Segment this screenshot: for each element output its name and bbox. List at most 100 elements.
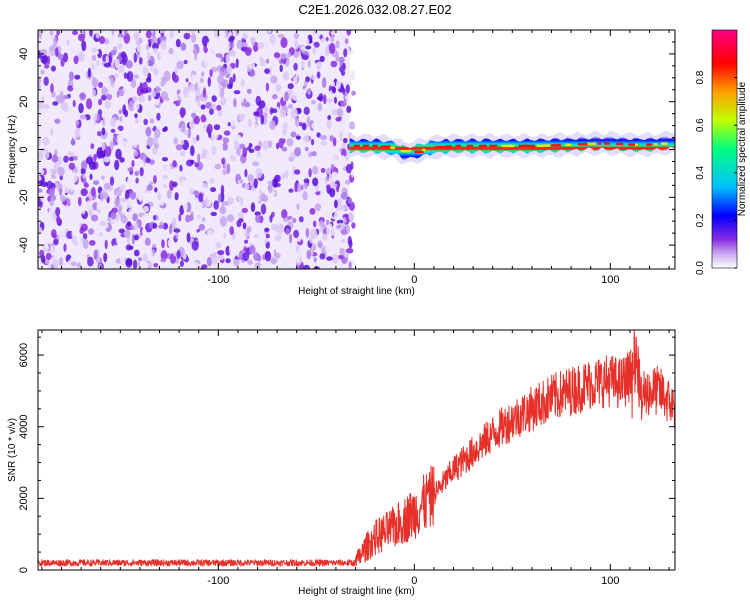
colorbar-tick-label: 0.6 — [695, 118, 706, 132]
y-tick-label: -20 — [18, 189, 30, 205]
noise-speckle — [256, 157, 264, 163]
noise-speckle — [136, 207, 140, 215]
noise-speckle — [276, 106, 280, 112]
noise-speckle — [323, 106, 329, 115]
noise-speckle — [111, 36, 117, 42]
noise-speckle — [49, 127, 54, 136]
noise-speckle — [303, 178, 310, 183]
noise-speckle — [329, 42, 336, 54]
noise-speckle — [197, 96, 201, 108]
noise-speckle — [114, 188, 118, 196]
noise-speckle — [257, 30, 262, 36]
noise-speckle — [277, 234, 282, 242]
noise-speckle — [270, 60, 275, 69]
noise-speckle — [70, 261, 77, 267]
noise-speckle — [293, 158, 297, 167]
noise-speckle — [206, 246, 210, 253]
noise-speckle — [117, 43, 123, 48]
noise-speckle — [96, 59, 100, 67]
noise-speckle — [131, 160, 135, 168]
noise-speckle — [91, 214, 99, 222]
noise-speckle — [200, 127, 207, 135]
noise-speckle — [126, 197, 133, 207]
y-tick-label: 0 — [18, 146, 30, 152]
band-peak — [510, 144, 515, 148]
noise-speckle — [308, 168, 312, 178]
noise-speckle — [192, 190, 200, 195]
noise-speckle — [58, 83, 63, 90]
x-tick-label: 100 — [601, 575, 619, 587]
noise-speckle — [233, 90, 241, 95]
plot-frame — [37, 329, 676, 571]
noise-speckle — [101, 111, 109, 120]
noise-speckle — [44, 64, 50, 69]
noise-speckle — [245, 190, 250, 201]
noise-speckle — [133, 249, 140, 257]
noise-speckle — [141, 261, 149, 269]
noise-speckle — [172, 74, 179, 83]
noise-speckle — [285, 228, 290, 235]
noise-speckle — [244, 47, 252, 56]
noise-speckle — [268, 183, 273, 194]
noise-speckle — [202, 87, 207, 98]
noise-speckle — [117, 72, 124, 82]
noise-speckle — [99, 68, 105, 75]
noise-speckle — [40, 69, 45, 75]
noise-speckle — [90, 143, 95, 150]
band-peak — [525, 144, 536, 148]
noise-speckle — [142, 253, 148, 262]
noise-speckle — [61, 251, 66, 261]
noise-speckle — [240, 78, 245, 88]
noise-speckle — [254, 75, 260, 84]
noise-speckle — [169, 224, 173, 235]
noise-speckle — [67, 127, 73, 133]
noise-speckle — [163, 126, 168, 132]
noise-speckle — [335, 40, 340, 49]
noise-speckle — [118, 228, 126, 234]
noise-speckle — [285, 263, 289, 269]
noise-speckle — [103, 182, 112, 190]
noise-speckle — [147, 72, 152, 81]
noise-speckle — [257, 42, 265, 49]
noise-speckle — [289, 233, 293, 244]
noise-speckle — [150, 90, 157, 98]
noise-speckle — [176, 250, 181, 259]
band-peak — [661, 142, 668, 145]
noise-speckle — [305, 45, 312, 50]
noise-speckle — [211, 130, 219, 140]
noise-speckle — [293, 62, 298, 71]
noise-speckle — [328, 223, 333, 231]
noise-speckle — [48, 51, 55, 55]
noise-speckle — [105, 146, 112, 158]
noise-speckle — [343, 48, 348, 58]
noise-speckle — [118, 65, 125, 75]
noise-speckle — [38, 136, 41, 147]
noise-speckle — [176, 60, 184, 70]
noise-speckle — [211, 66, 218, 72]
noise-speckle — [311, 122, 316, 129]
noise-speckle — [144, 237, 151, 246]
noise-speckle — [311, 151, 317, 157]
noise-speckle — [319, 135, 327, 140]
noise-speckle — [204, 196, 209, 206]
noise-speckle — [191, 74, 197, 85]
noise-speckle — [327, 102, 334, 113]
noise-speckle — [110, 211, 117, 220]
noise-speckle — [192, 43, 200, 55]
noise-speckle — [163, 184, 167, 188]
noise-speckle — [42, 103, 50, 110]
noise-speckle — [242, 147, 248, 158]
noise-speckle — [47, 34, 55, 40]
noise-speckle — [104, 48, 111, 53]
noise-speckle — [302, 264, 311, 269]
noise-speckle — [254, 211, 261, 216]
noise-speckle — [313, 257, 317, 263]
noise-speckle — [88, 209, 94, 217]
noise-speckle — [210, 211, 217, 217]
noise-speckle — [227, 83, 233, 90]
noise-speckle — [298, 122, 303, 127]
noise-speckle — [110, 49, 117, 56]
noise-speckle — [129, 191, 137, 200]
noise-speckle — [269, 34, 277, 45]
noise-speckle — [40, 181, 48, 187]
